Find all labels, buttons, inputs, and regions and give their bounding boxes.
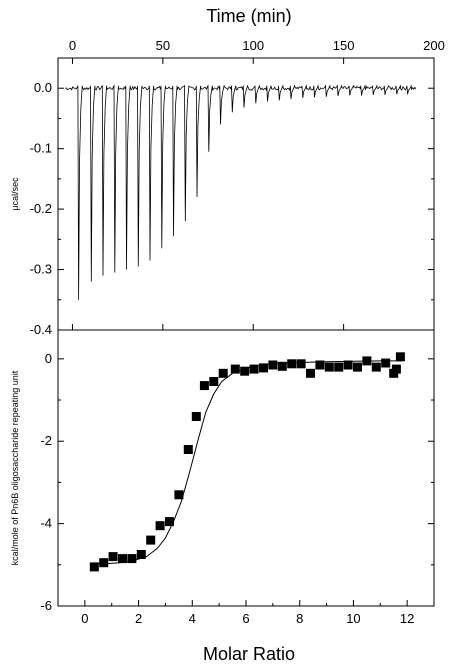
bottom-x-tick-label: 6 (242, 611, 249, 626)
data-point (127, 554, 137, 564)
top-x-tick-label: 0 (69, 38, 76, 53)
bottom-y-tick-label: -2 (40, 433, 52, 448)
top-y-tick-label: -0.4 (30, 322, 52, 337)
top-y-tick-label: 0.0 (34, 80, 52, 95)
data-point (108, 552, 118, 562)
time-axis-title: Time (min) (206, 6, 291, 26)
data-point (136, 550, 146, 559)
top-x-tick-label: 50 (156, 38, 170, 53)
data-point (209, 377, 219, 386)
data-point (174, 490, 184, 500)
top-x-tick-label: 200 (423, 38, 445, 53)
data-point (89, 562, 99, 572)
data-point (391, 364, 401, 374)
bottom-y-tick-label: -6 (40, 598, 52, 613)
bottom-x-tick-label: 8 (296, 611, 303, 626)
molar-ratio-axis-title: Molar Ratio (203, 644, 295, 664)
data-point (146, 535, 156, 545)
data-point (259, 363, 268, 373)
data-point (395, 352, 405, 362)
data-point (287, 359, 297, 369)
bottom-panel-ticks: 0 2 4 6 8 10 12 0 -2 -4 -6 (40, 351, 435, 626)
bottom-x-tick-label: 0 (81, 611, 88, 626)
data-point (199, 381, 209, 391)
data-point (191, 412, 201, 421)
top-x-tick-label: 150 (333, 38, 355, 53)
bottom-x-tick-label: 2 (135, 611, 142, 626)
binding-isotherm-points (89, 352, 405, 572)
top-y-tick-label: -0.1 (30, 141, 52, 156)
thermogram-trace (65, 84, 417, 300)
data-point (99, 558, 109, 568)
data-point (268, 360, 278, 370)
data-point (381, 358, 391, 368)
data-point (118, 554, 127, 564)
data-point (324, 362, 334, 372)
data-point (240, 366, 250, 376)
data-point (218, 368, 228, 378)
data-point (183, 445, 193, 454)
data-point (155, 521, 165, 531)
top-y-axis-title: µcal/sec (10, 177, 20, 211)
bottom-y-axis-title: kcal/mole of Pn6B oligosaccharide repeat… (10, 370, 20, 565)
data-point (343, 360, 353, 370)
data-point (334, 362, 344, 372)
top-panel-ticks: 0 50 100 150 200 0.0 -0.1 -0.2 -0.3 -0.4 (30, 38, 445, 337)
top-y-tick-label: -0.3 (30, 262, 52, 277)
bottom-y-tick-label: -4 (40, 516, 52, 531)
data-point (277, 361, 287, 371)
top-y-tick-label: -0.2 (30, 201, 52, 216)
data-point (362, 356, 372, 366)
data-point (315, 360, 325, 370)
data-point (306, 368, 315, 378)
data-point (165, 517, 174, 527)
top-x-tick-label: 100 (242, 38, 264, 53)
bottom-y-tick-label: 0 (45, 351, 52, 366)
data-point (371, 362, 381, 372)
data-point (230, 364, 240, 374)
bottom-x-tick-label: 10 (346, 611, 360, 626)
fit-curve (92, 360, 402, 565)
data-point (296, 359, 306, 369)
data-point (249, 364, 259, 374)
bottom-x-tick-label: 4 (189, 611, 196, 626)
thermogram-line (65, 84, 417, 300)
bottom-x-tick-label: 12 (400, 611, 414, 626)
data-point (353, 362, 362, 372)
